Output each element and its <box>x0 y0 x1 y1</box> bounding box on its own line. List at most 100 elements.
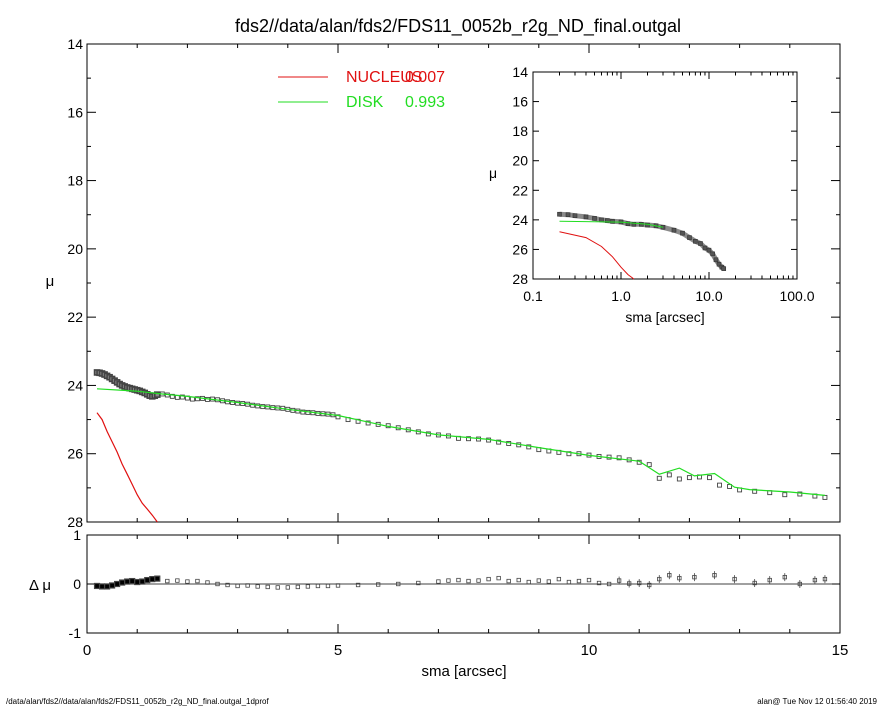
residual-point <box>215 581 220 587</box>
residual-point <box>822 576 828 582</box>
residual-point <box>506 578 511 584</box>
residual-point <box>436 579 441 584</box>
main-data-point <box>496 439 502 445</box>
residual-point <box>134 578 141 586</box>
residual-point <box>295 584 300 590</box>
inset-data-point <box>565 212 571 217</box>
inset-data-point <box>592 216 597 221</box>
inset-data-point <box>583 214 589 220</box>
main-data-point <box>616 455 622 461</box>
inset-data-point <box>610 219 615 224</box>
residual-point <box>119 579 126 586</box>
chart-title: fds2//data/alan/fds2/FDS11_0052b_r2g_ND_… <box>235 16 681 37</box>
main-data-point <box>194 396 200 402</box>
residual-point <box>396 581 401 587</box>
residual-point <box>315 583 321 589</box>
residual-point <box>556 576 562 582</box>
inset-data-point <box>713 257 719 263</box>
inset-data-point <box>710 251 715 257</box>
main-data-point <box>727 484 733 489</box>
main-axis-ticks: 14 16 18 20 22 24 26 28 <box>67 36 841 530</box>
inset-series-line-disk <box>559 220 664 228</box>
residual-point <box>536 578 541 583</box>
xtick-label: 15 <box>832 642 849 659</box>
legend-nucleus-label: NUCLEUS <box>346 69 422 86</box>
residual-point <box>305 584 311 589</box>
residual-point <box>93 582 101 590</box>
main-data-point <box>646 462 652 468</box>
main-data-point <box>666 472 672 478</box>
legend-nucleus-value: 0.007 <box>405 69 445 86</box>
inset-ytick-label: 18 <box>512 123 528 139</box>
inset-xtick-label: 0.1 <box>523 288 543 304</box>
residual-point <box>149 575 156 583</box>
residual-point <box>596 580 602 586</box>
inset-data-point <box>557 211 562 217</box>
residual-point <box>124 578 131 585</box>
main-data-point <box>717 482 722 488</box>
residual-y-axis-label: Δ μ <box>29 577 51 594</box>
residual-point <box>476 578 481 583</box>
residual-point <box>657 576 662 582</box>
inset-ytick-label: 28 <box>512 271 528 287</box>
main-data-point <box>656 475 662 481</box>
residual-ytick-label: 1 <box>73 527 81 543</box>
residual-point <box>165 578 170 584</box>
inset-series-line-nucleus <box>559 231 635 280</box>
inset-x-axis-label: sma [arcsec] <box>625 309 704 325</box>
residual-point <box>616 578 622 583</box>
residual-point <box>456 577 461 583</box>
main-data-point <box>169 393 175 399</box>
main-series-line-disk <box>96 388 825 496</box>
residual-point <box>355 582 361 588</box>
main-series-line-nucleus <box>96 412 158 523</box>
residual-point <box>606 581 612 587</box>
residual-point <box>144 576 151 584</box>
main-ytick-label: 28 <box>67 514 83 530</box>
inset-ytick-label: 24 <box>512 212 528 228</box>
inset-data-point <box>680 230 685 236</box>
residual-point <box>812 577 818 583</box>
inset-axis-ticks: 14 16 18 20 22 24 26 280.1 1.0 10.0 100.0 <box>512 64 814 304</box>
inset-data-point <box>687 235 692 240</box>
inset-data-point <box>698 241 703 246</box>
residual-point <box>752 580 757 586</box>
residual-point <box>782 574 787 580</box>
main-ytick-label: 26 <box>67 446 83 462</box>
residual-series-group <box>93 571 828 590</box>
inset-data-point <box>625 221 631 227</box>
main-data-point <box>676 476 682 482</box>
main-data-point <box>300 409 306 415</box>
residual-point <box>486 576 491 582</box>
residual-point <box>566 579 572 585</box>
residual-point <box>108 582 116 589</box>
residual-point <box>114 580 121 588</box>
residual-point <box>175 578 180 583</box>
residual-point <box>139 578 146 585</box>
residual-point <box>255 584 260 589</box>
inset-y-axis-label: μ <box>489 165 497 181</box>
main-profile-panel: 14 16 18 20 22 24 26 28 μ NUCLEUS 0.007 DISK 0.… <box>46 36 841 530</box>
main-data-point <box>822 494 828 500</box>
legend-disk-value: 0.993 <box>405 94 445 111</box>
residual-point <box>98 583 106 590</box>
residual-point <box>712 573 717 578</box>
xtick-label: 10 <box>581 642 598 659</box>
residual-point <box>516 577 521 583</box>
inset-plot-frame <box>532 71 798 280</box>
residual-point <box>546 579 551 584</box>
inset-data-point <box>693 238 698 244</box>
main-ytick-label: 14 <box>67 36 83 52</box>
inset-series-group <box>557 211 727 280</box>
residual-point <box>576 578 582 584</box>
residual-point <box>205 580 210 585</box>
legend-disk-label: DISK <box>346 94 384 111</box>
inset-data-point <box>572 213 578 219</box>
residual-point <box>185 579 190 584</box>
main-y-axis-label: μ <box>46 273 55 290</box>
residual-point <box>416 580 421 586</box>
main-data-point <box>466 436 471 442</box>
residual-point <box>692 574 697 580</box>
